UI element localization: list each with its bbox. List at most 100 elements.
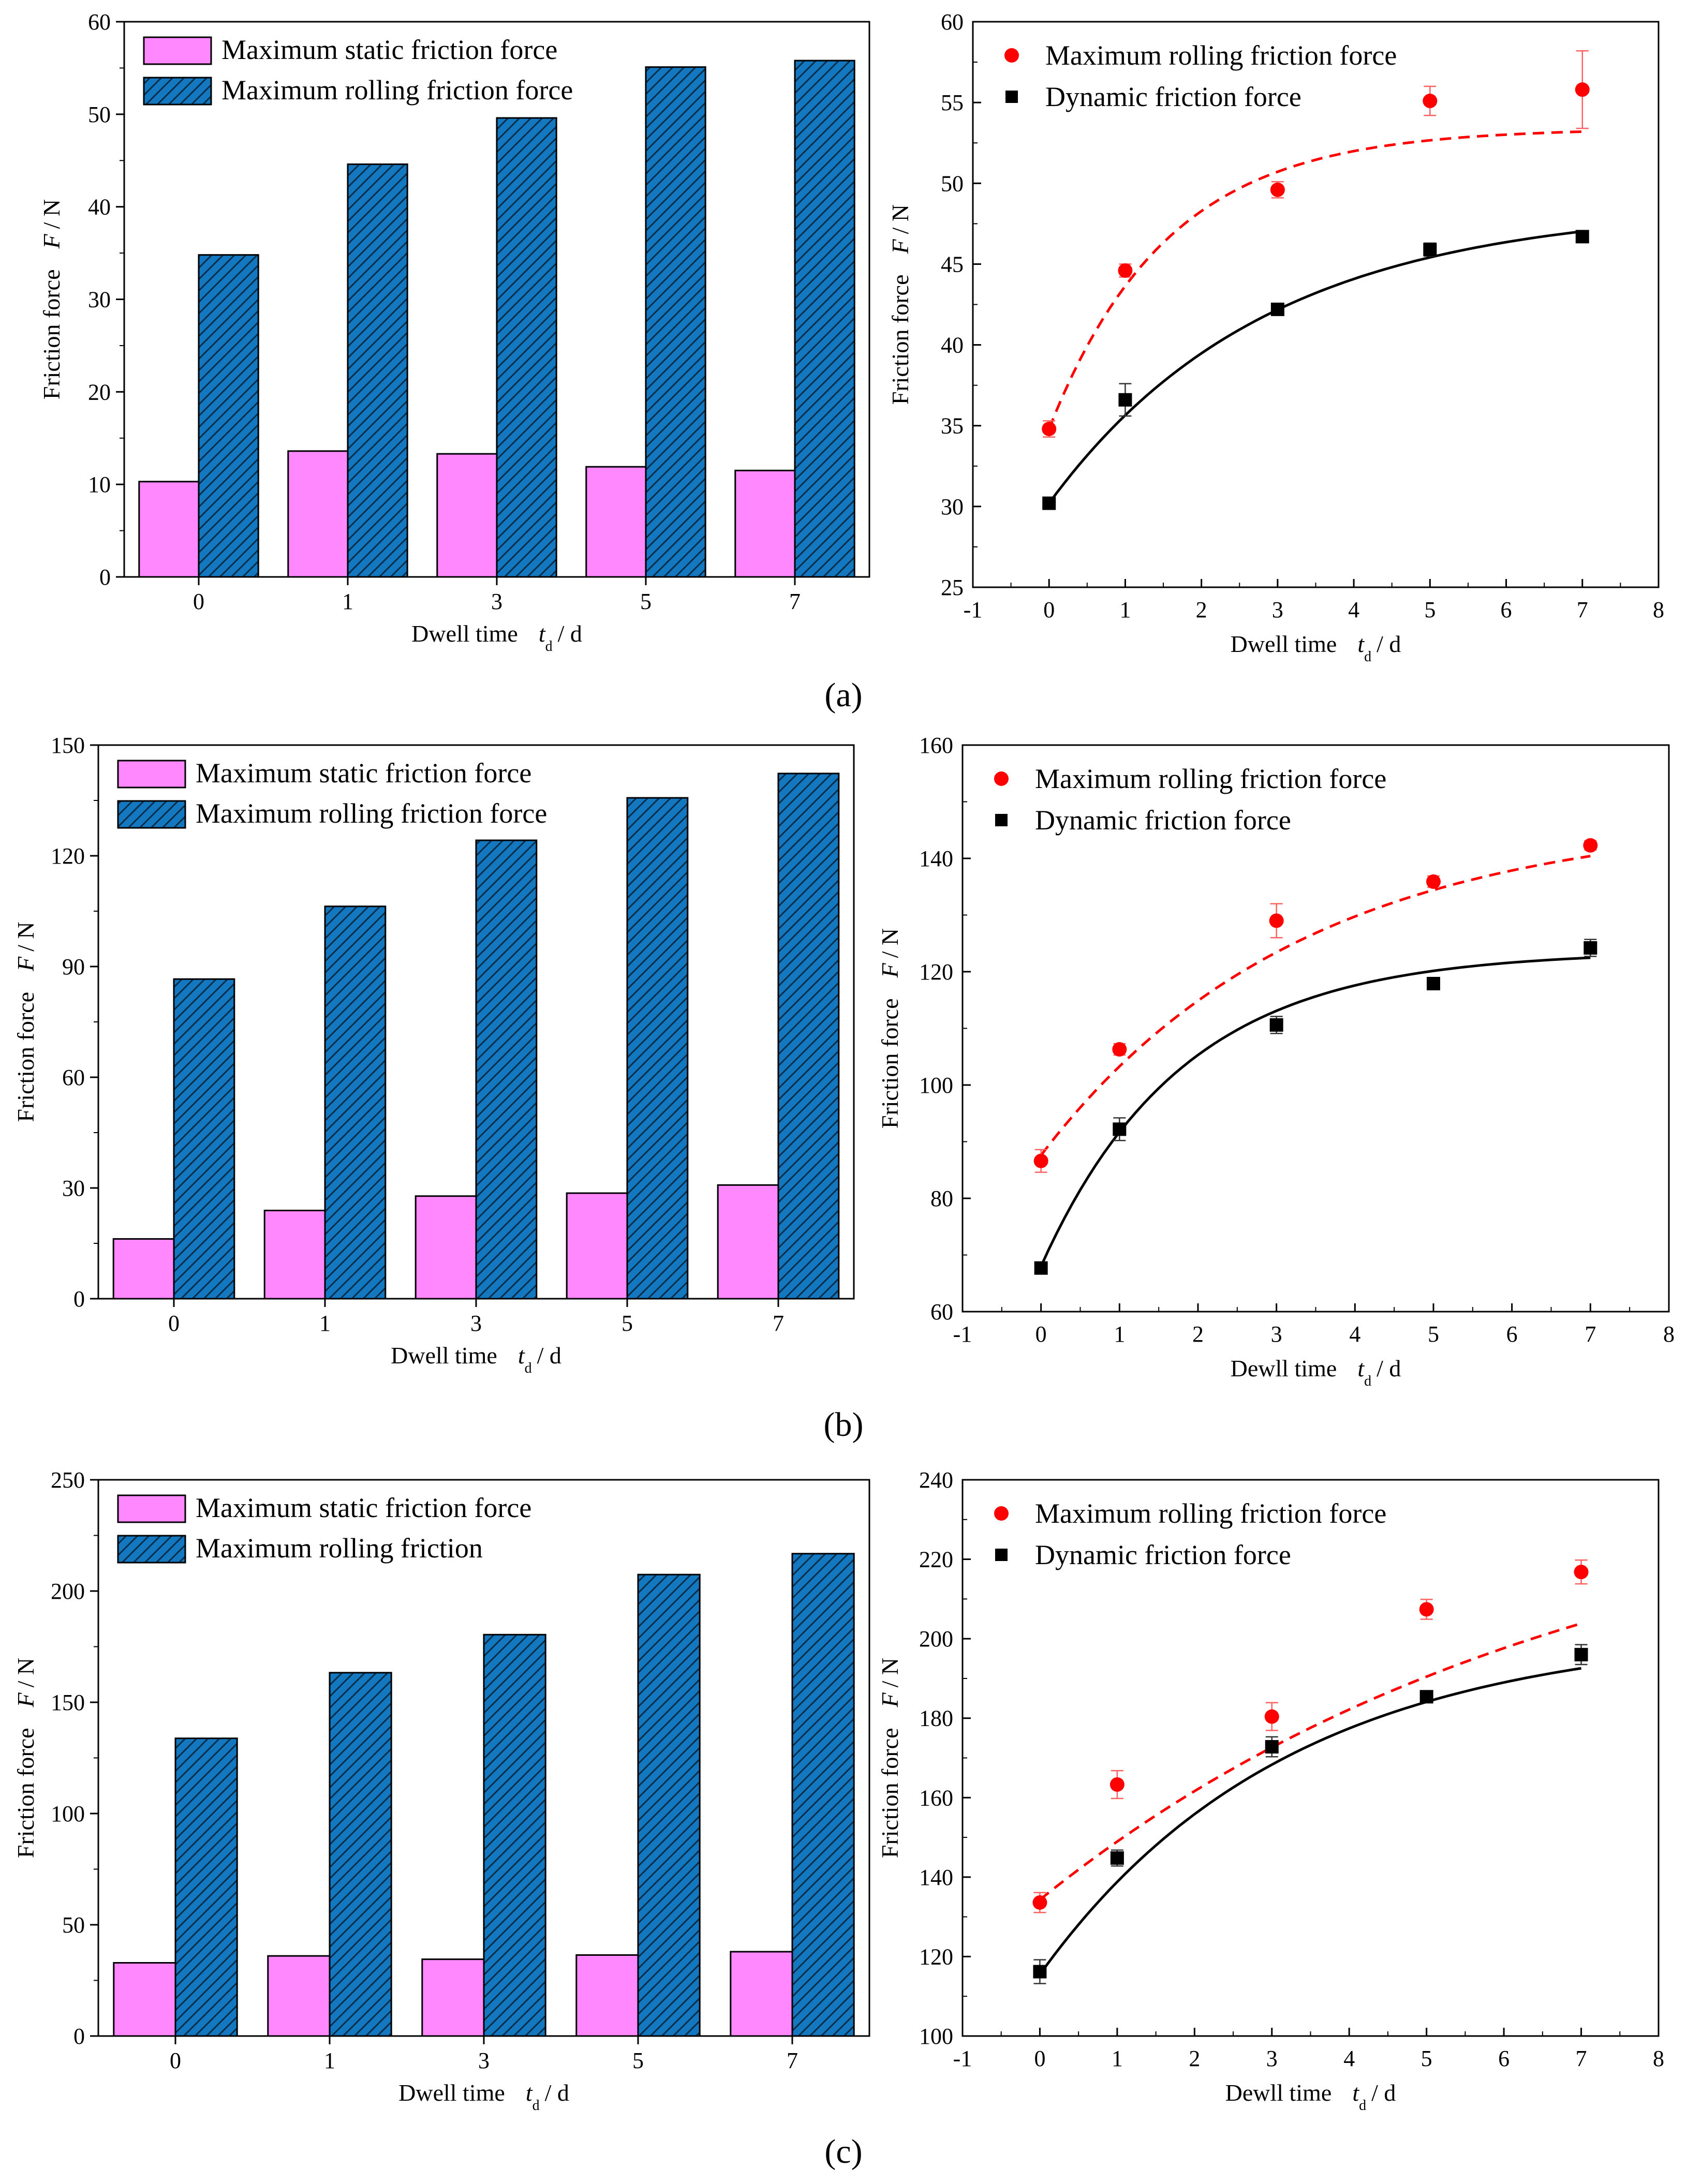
x-tick-label: 0 xyxy=(1034,2046,1045,2071)
y-tick-label: 60 xyxy=(62,1065,85,1090)
point-rolling xyxy=(1583,838,1598,853)
x-tick-label: 4 xyxy=(1348,597,1359,622)
bar-rolling xyxy=(329,1672,392,2037)
bar-static xyxy=(263,1210,326,1300)
x-tick-label: -1 xyxy=(953,2046,972,2071)
legend-label: Maximum rolling friction force xyxy=(221,75,573,106)
x-tick-label: 2 xyxy=(1189,2046,1200,2071)
x-tick-label: 2 xyxy=(1192,1321,1204,1347)
bar-rolling xyxy=(777,772,840,1300)
legend-label: Dynamic friction force xyxy=(1035,1539,1291,1570)
bar-static xyxy=(575,1954,639,2037)
x-tick-label: 8 xyxy=(1663,1321,1675,1347)
bar-static xyxy=(113,1962,176,2037)
y-tick-label: 120 xyxy=(919,1944,953,1969)
fit-curve-rolling xyxy=(1040,855,1591,1156)
x-axis-label: Dwell time td / d xyxy=(398,2079,569,2114)
x-tick-label: 3 xyxy=(491,589,502,614)
bar-rolling xyxy=(198,254,259,578)
x-tick-label: 2 xyxy=(1196,597,1207,622)
x-tick-label: 7 xyxy=(789,589,801,614)
y-axis-label-unit: / N xyxy=(12,1658,39,1688)
fit-curve-dynamic xyxy=(1040,956,1591,1267)
x-tick-label: 8 xyxy=(1653,2046,1664,2071)
x-axis-label-unit: / d xyxy=(1371,2079,1396,2106)
y-tick-label: 150 xyxy=(51,733,85,758)
y-tick-label: 200 xyxy=(919,1626,953,1652)
bar-rolling xyxy=(324,905,387,1300)
point-rolling xyxy=(1032,1895,1047,1910)
point-dynamic xyxy=(1423,243,1437,257)
x-axis-label-text: Dwell time xyxy=(1231,631,1337,657)
y-axis-label-var: F xyxy=(38,233,65,249)
x-tick-label: 3 xyxy=(1266,2046,1278,2071)
x-axis-label-sub: d xyxy=(545,638,553,655)
x-tick-label: -1 xyxy=(953,1321,972,1347)
point-dynamic xyxy=(1584,941,1597,955)
x-axis-label-var: t xyxy=(1352,2079,1359,2106)
x-axis-label-sub: d xyxy=(1359,2098,1366,2114)
bar-chart-1: 0 1 3 5 7 0 30 60 90 120 150 Dwell time td / d Frictio… xyxy=(12,733,855,1376)
x-axis-label: Dwell time td / d xyxy=(1231,631,1401,665)
point-dynamic xyxy=(1265,1740,1279,1754)
x-tick-label: 1 xyxy=(319,1311,331,1336)
x-tick-label: 4 xyxy=(1343,2046,1355,2071)
y-tick-label: 160 xyxy=(919,733,953,758)
y-tick-label: 250 xyxy=(51,1467,85,1493)
x-tick-label: 7 xyxy=(787,2048,798,2073)
x-axis-label-sub: d xyxy=(532,2098,540,2114)
legend-label: Maximum rolling friction force xyxy=(1035,1498,1386,1529)
y-axis-label-text: Friction force xyxy=(877,998,903,1128)
x-tick-label: 3 xyxy=(470,1311,482,1336)
legend-swatch-rolling xyxy=(117,800,186,829)
x-tick-label: 5 xyxy=(1428,1321,1439,1347)
y-axis-label-unit: / N xyxy=(877,1658,903,1688)
x-axis-label-unit: / d xyxy=(545,2079,569,2106)
legend-swatch-static xyxy=(117,760,186,789)
x-axis-label-var: t xyxy=(539,620,546,647)
x-axis-label: Dewll time td / d xyxy=(1225,2079,1396,2114)
bar-chart-2: 0 1 3 5 7 0 50 100 150 200 250 Dwell time td / d Frict… xyxy=(12,1467,870,2114)
legend-label: Maximum rolling friction force xyxy=(1045,40,1397,71)
legend-label: Maximum rolling friction force xyxy=(196,798,547,829)
y-axis-label-text: Friction force xyxy=(12,1728,39,1858)
legend-marker-rolling xyxy=(1004,48,1019,63)
x-tick-label: 0 xyxy=(1035,1321,1047,1347)
line-chart-2: -1 0 1 2 3 4 5 6 7 8 100 120 140 160 180 200 220 240 Dewll… xyxy=(877,1467,1664,2114)
y-tick-label: 90 xyxy=(62,954,85,979)
point-rolling xyxy=(1264,1709,1279,1724)
x-tick-label: 1 xyxy=(342,589,353,614)
y-tick-label: 0 xyxy=(73,1286,85,1312)
x-axis-label-unit: / d xyxy=(537,1342,561,1369)
legend-marker-dynamic xyxy=(995,1549,1008,1561)
panel-label: (b) xyxy=(824,1406,864,1444)
y-tick-label: 140 xyxy=(919,846,953,871)
point-dynamic xyxy=(1269,1018,1283,1032)
point-rolling xyxy=(1042,421,1057,436)
y-axis-label-unit: / N xyxy=(38,199,65,229)
point-dynamic xyxy=(1270,302,1284,316)
legend-label: Dynamic friction force xyxy=(1045,81,1301,112)
bar-rolling xyxy=(475,839,538,1300)
y-axis-label: Friction force F / N xyxy=(12,922,39,1122)
x-axis-label: Dwell time td / d xyxy=(391,1342,561,1376)
point-rolling xyxy=(1270,182,1285,197)
bar-static xyxy=(415,1195,477,1300)
bar-static xyxy=(287,450,349,578)
x-axis-label-text: Dwell time xyxy=(398,2079,505,2106)
legend-label: Maximum rolling friction force xyxy=(1035,763,1386,794)
bar-rolling xyxy=(483,1633,546,2037)
bar-static xyxy=(138,481,200,578)
y-tick-label: 25 xyxy=(941,575,964,600)
y-tick-label: 50 xyxy=(88,102,111,127)
legend-label: Maximum rolling friction xyxy=(196,1533,483,1564)
legend-label: Dynamic friction force xyxy=(1035,805,1291,836)
y-axis-label-text: Friction force xyxy=(887,274,913,405)
point-dynamic xyxy=(1034,1261,1048,1275)
y-axis-label-text: Friction force xyxy=(38,269,65,399)
y-tick-label: 0 xyxy=(99,564,111,590)
y-tick-label: 60 xyxy=(88,9,111,35)
y-tick-label: 30 xyxy=(62,1176,85,1201)
x-tick-label: 3 xyxy=(478,2048,490,2073)
